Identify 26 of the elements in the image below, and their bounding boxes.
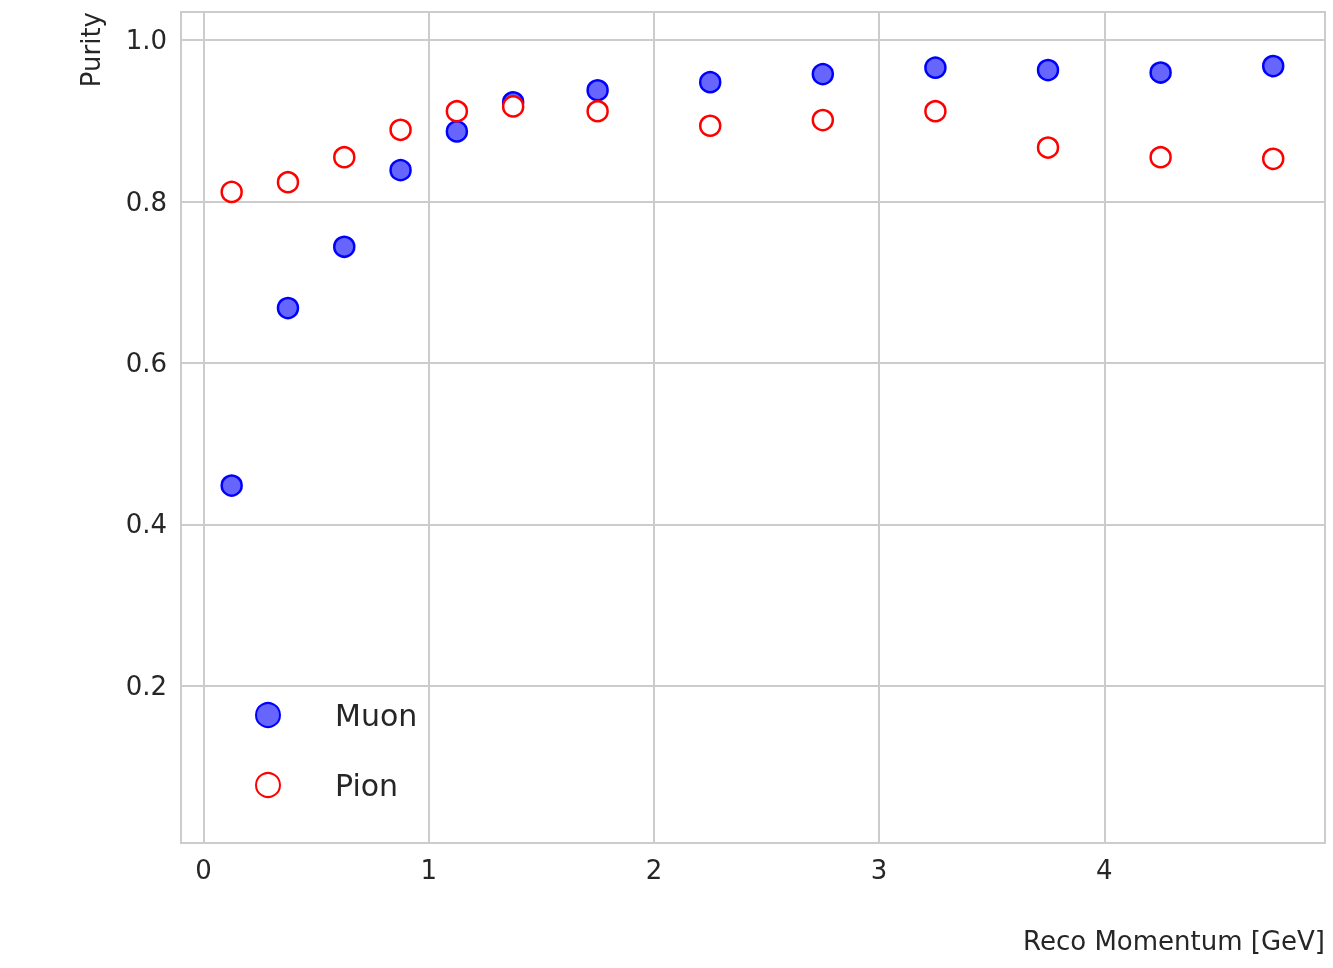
point (698, 70, 722, 94)
x-tick-label: 1 (420, 855, 437, 885)
point (445, 120, 469, 143)
legend-label: Muon (335, 697, 418, 733)
point (1036, 58, 1060, 82)
legend-label: Pion (335, 767, 399, 803)
y-tick-label: 0.8 (125, 186, 167, 217)
x-tick-label: 4 (1096, 855, 1113, 885)
point (333, 235, 356, 259)
point (586, 79, 609, 102)
point (811, 62, 835, 86)
point (1149, 61, 1172, 84)
y-tick-label: 1.0 (125, 25, 167, 56)
point (220, 474, 243, 497)
point (389, 158, 412, 182)
y-axis-title: Purity (75, 12, 106, 88)
point (276, 296, 300, 320)
y-tick-label: 0.4 (125, 509, 167, 540)
y-tick-label: 0.6 (125, 347, 167, 378)
point (924, 56, 947, 79)
x-tick-label: 2 (645, 855, 663, 885)
x-axis-title: Reco Momentum [GeV] (1023, 926, 1325, 956)
x-tick-label: 3 (870, 855, 888, 885)
point (1261, 54, 1285, 78)
y-tick-label: 0.2 (125, 670, 167, 701)
x-tick-label: 0 (195, 855, 212, 885)
